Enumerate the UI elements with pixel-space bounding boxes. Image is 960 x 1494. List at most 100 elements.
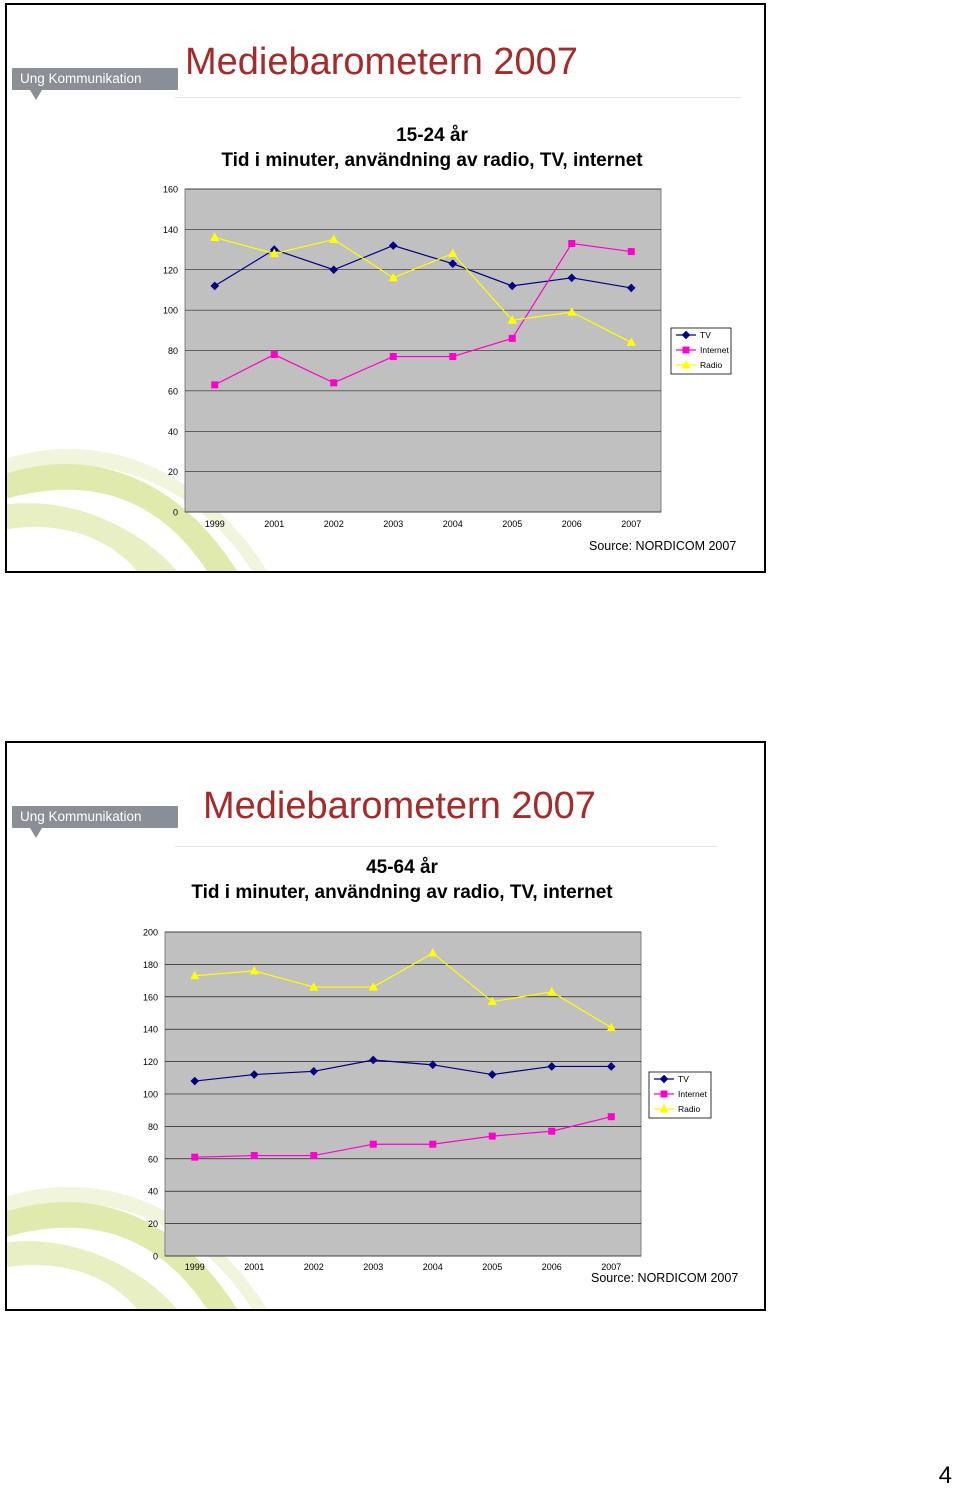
x-tick-label: 2004 <box>423 1262 443 1272</box>
data-point-internet <box>250 1152 258 1160</box>
data-point-internet <box>211 381 219 389</box>
data-point-radio <box>190 970 200 980</box>
legend-marker-radio <box>681 359 691 369</box>
chart-subtitle: 15-24 år Tid i minuter, användning av ra… <box>182 123 682 173</box>
x-tick-label: 2003 <box>363 1262 383 1272</box>
data-point-tv <box>567 273 577 283</box>
y-tick-label: 160 <box>163 185 178 195</box>
x-tick-label: 2007 <box>621 519 641 529</box>
data-point-radio <box>210 232 220 241</box>
brand-logo: Ung Kommunikation <box>12 68 178 100</box>
y-tick-label: 20 <box>168 467 178 477</box>
data-point-tv <box>626 283 636 293</box>
chart-subtitle: 45-64 år Tid i minuter, användning av ra… <box>152 855 652 905</box>
data-point-radio <box>606 1022 616 1032</box>
x-tick-label: 2006 <box>562 519 582 529</box>
data-point-radio <box>388 272 398 282</box>
legend-marker-internet <box>660 1090 668 1098</box>
series-line-radio <box>214 236 632 343</box>
y-tick-label: 100 <box>163 306 178 316</box>
legend-box <box>670 327 732 375</box>
x-tick-label: 2005 <box>482 1262 502 1272</box>
legend-marker-radio <box>659 1103 669 1113</box>
data-point-tv <box>606 1062 616 1071</box>
legend-label-tv: TV <box>678 1074 689 1084</box>
y-tick-label: 120 <box>163 265 178 275</box>
x-tick-label: 2002 <box>304 1262 324 1272</box>
y-tick-label: 100 <box>143 1090 158 1100</box>
data-point-radio <box>428 948 438 957</box>
chart-subtitle-age: 45-64 år <box>366 857 438 878</box>
legend-label-tv: TV <box>700 330 711 340</box>
data-point-radio <box>626 337 636 346</box>
data-point-internet <box>191 1153 199 1161</box>
y-tick-label: 40 <box>148 1187 158 1197</box>
data-point-internet <box>270 351 278 359</box>
data-point-internet <box>429 1140 437 1148</box>
y-tick-label: 180 <box>143 960 158 970</box>
brand-text: Ung Kommunikation <box>20 809 142 824</box>
data-point-internet <box>548 1127 556 1135</box>
series-line-internet <box>194 1116 612 1158</box>
data-point-tv <box>210 281 220 291</box>
data-point-radio <box>547 986 557 996</box>
legend-box <box>648 1071 712 1119</box>
data-point-tv <box>487 1070 497 1079</box>
series-line-tv <box>194 1059 612 1082</box>
source-note: Source: NORDICOM 2007 <box>591 1271 739 1285</box>
y-tick-label: 60 <box>168 386 178 396</box>
slide-title: Mediebarometern 2007 <box>203 785 596 827</box>
y-tick-label: 120 <box>143 1057 158 1067</box>
data-point-internet <box>369 1140 377 1148</box>
x-tick-label: 2002 <box>324 519 344 529</box>
data-point-internet <box>449 353 457 361</box>
slide-2: Ung Kommunikation Mediebarometern 2007 4… <box>5 741 766 1311</box>
data-point-radio <box>507 315 517 324</box>
legend-label-internet: Internet <box>700 345 729 355</box>
x-tick-label: 2003 <box>383 519 403 529</box>
brand-logo: Ung Kommunikation <box>12 806 178 838</box>
x-tick-label: 2001 <box>264 519 284 529</box>
data-point-internet <box>568 240 576 248</box>
title-underline <box>175 846 717 847</box>
data-point-radio <box>329 234 339 243</box>
x-tick-label: 1999 <box>185 1262 205 1272</box>
data-point-radio <box>249 965 259 975</box>
data-point-radio <box>487 996 497 1006</box>
legend-label-radio: Radio <box>678 1104 700 1114</box>
data-point-tv <box>388 241 398 250</box>
y-tick-label: 80 <box>168 346 178 356</box>
data-point-internet <box>488 1132 496 1140</box>
data-point-internet <box>330 379 338 387</box>
x-tick-label: 2004 <box>443 519 463 529</box>
chart-subtitle-desc: Tid i minuter, användning av radio, TV, … <box>191 882 613 903</box>
title-underline <box>175 97 741 98</box>
data-point-tv <box>309 1067 319 1076</box>
data-point-tv <box>368 1055 378 1065</box>
data-point-internet <box>607 1113 615 1121</box>
legend-label-internet: Internet <box>678 1089 707 1099</box>
y-tick-label: 0 <box>173 508 178 518</box>
x-tick-label: 2001 <box>244 1262 264 1272</box>
decor-swoosh <box>7 448 267 571</box>
series-line-tv <box>214 244 632 289</box>
data-point-radio <box>269 248 279 258</box>
legend-marker-tv <box>681 330 691 340</box>
data-point-tv <box>507 281 517 291</box>
chart-subtitle-desc: Tid i minuter, användning av radio, TV, … <box>221 150 643 171</box>
y-tick-label: 80 <box>148 1122 158 1132</box>
page-number: 4 <box>938 1462 952 1489</box>
legend-label-radio: Radio <box>700 360 722 370</box>
data-point-internet <box>627 248 635 256</box>
x-tick-label: 2006 <box>542 1262 562 1272</box>
data-point-tv <box>547 1062 557 1071</box>
data-point-internet <box>389 353 397 361</box>
x-tick-label: 2007 <box>601 1262 621 1272</box>
y-tick-label: 40 <box>168 427 178 437</box>
data-point-tv <box>190 1076 200 1086</box>
x-tick-label: 2005 <box>502 519 522 529</box>
y-tick-label: 140 <box>143 1025 158 1035</box>
series-line-internet <box>214 242 632 386</box>
source-note: Source: NORDICOM 2007 <box>589 539 737 553</box>
y-tick-label: 60 <box>148 1154 158 1164</box>
